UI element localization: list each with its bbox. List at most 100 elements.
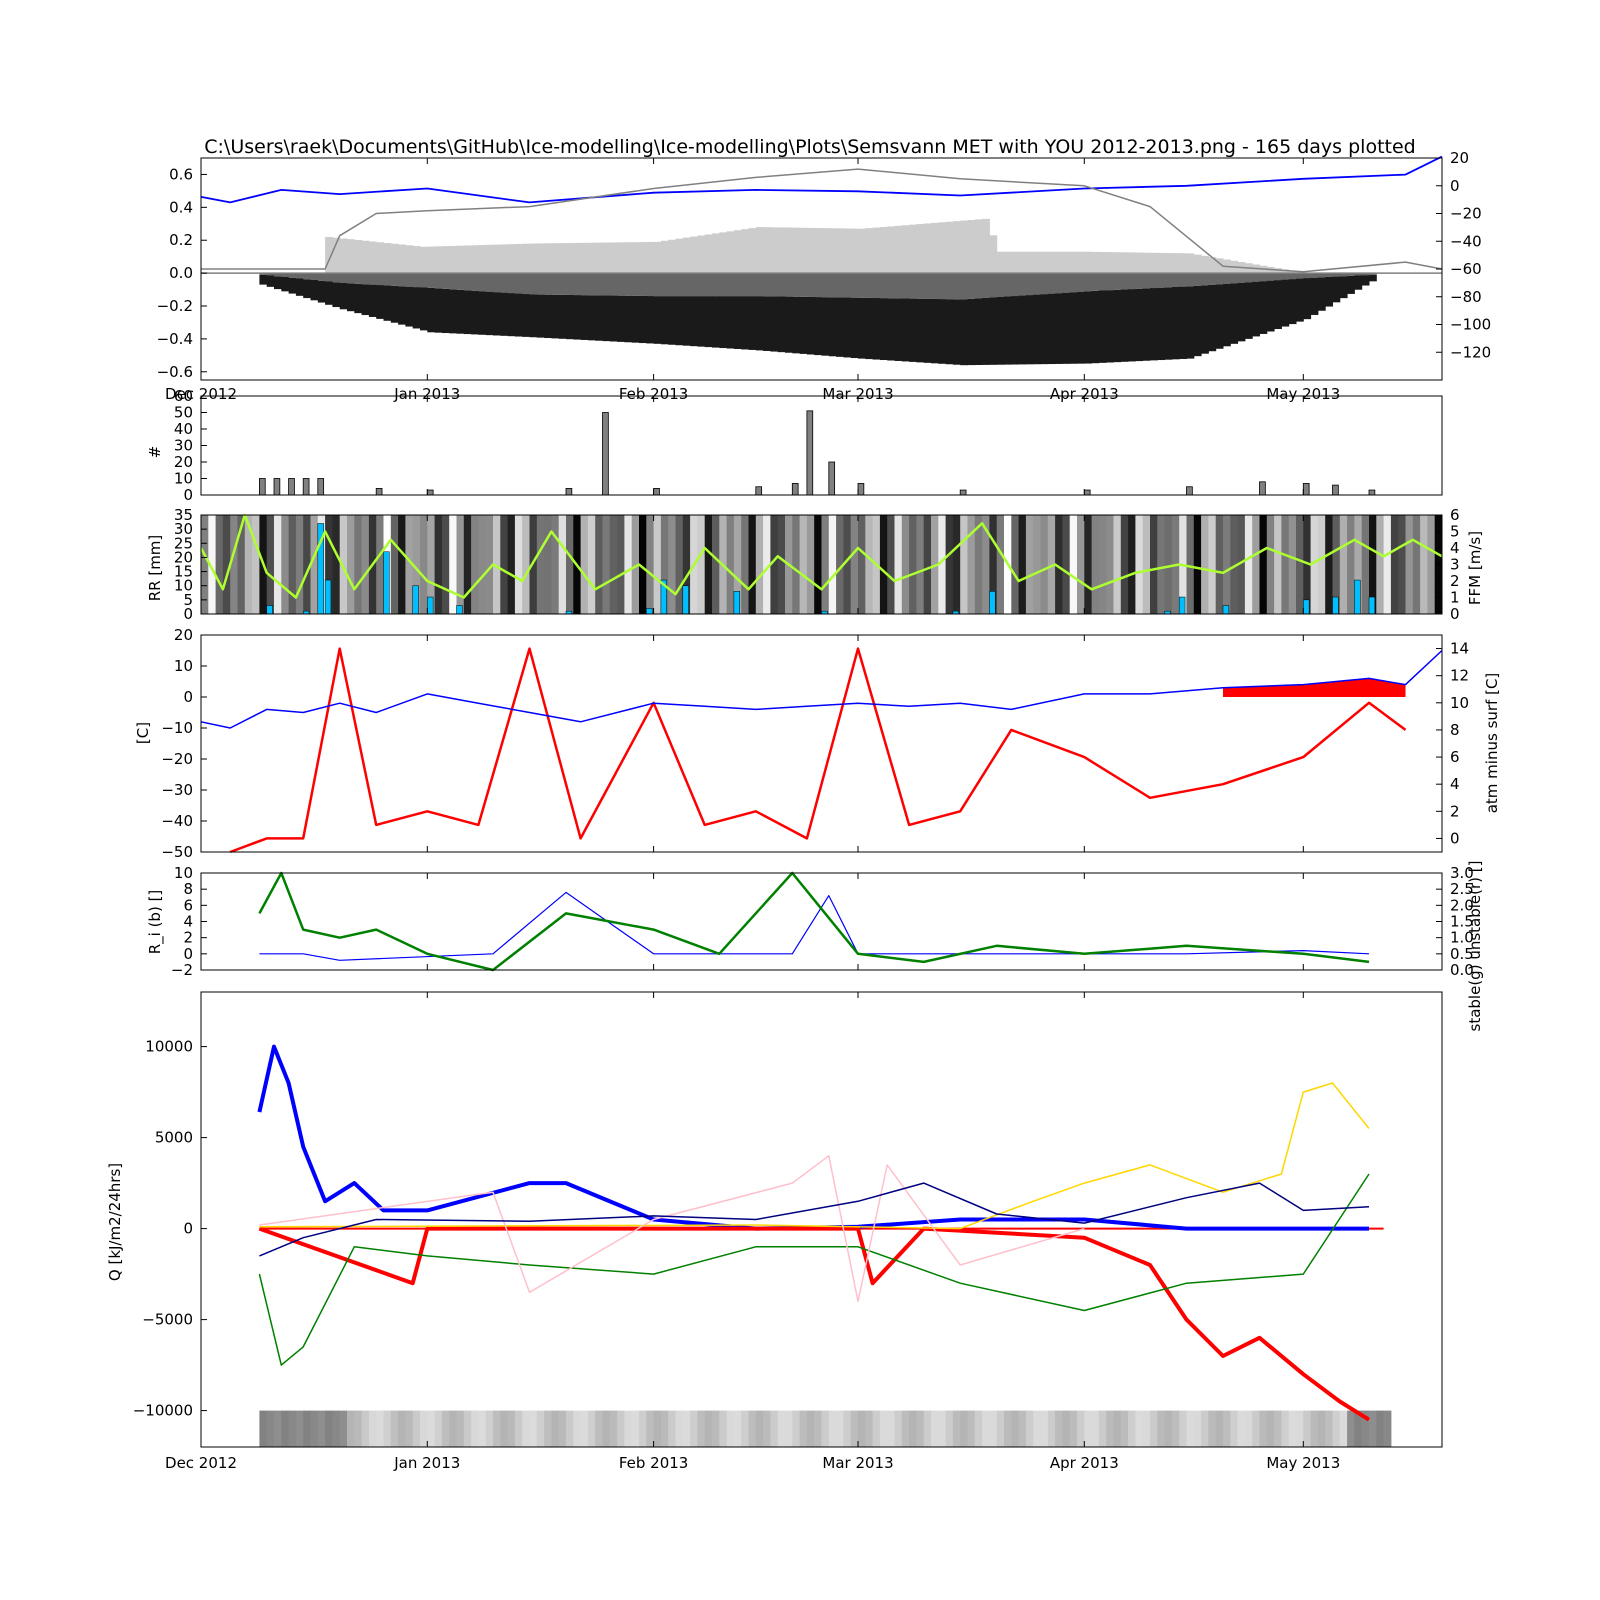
y-tick-label: 4 xyxy=(183,913,193,931)
y-tick-label: 10 xyxy=(174,864,193,882)
ice-type-stripe xyxy=(682,1410,691,1447)
count-bar xyxy=(857,483,865,496)
ice-type-stripe xyxy=(1047,1410,1056,1447)
ice-type-stripe xyxy=(960,1410,968,1447)
cloud-cover-stripe xyxy=(566,515,574,614)
ice-type-stripe xyxy=(376,1410,384,1447)
ice-type-stripe xyxy=(354,1410,363,1447)
black-ice-column xyxy=(1142,288,1151,361)
black-ice-column xyxy=(332,282,341,308)
cloud-cover-stripe xyxy=(551,515,560,614)
slush-ice-column xyxy=(909,273,917,299)
ice-type-stripe xyxy=(1266,1410,1275,1447)
y-tick-label: −80 xyxy=(1450,288,1482,306)
slush-ice-column xyxy=(872,273,881,299)
black-ice-column xyxy=(1325,276,1333,307)
black-ice-column xyxy=(493,292,501,336)
black-ice-column xyxy=(894,298,903,361)
ice-type-stripe xyxy=(887,1410,895,1447)
slush-ice-column xyxy=(960,273,968,300)
ice-type-stripe xyxy=(602,1410,611,1447)
slush-ice-column xyxy=(434,273,443,289)
cloud-cover-stripe xyxy=(763,515,771,614)
ice-type-stripe xyxy=(792,1410,801,1447)
black-ice-column xyxy=(748,296,757,350)
ice-type-stripe xyxy=(821,1410,830,1447)
slush-ice-column xyxy=(1332,273,1341,277)
snow-column xyxy=(763,227,771,274)
slush-ice-column xyxy=(551,273,560,295)
precip-bar xyxy=(1303,599,1310,615)
cloud-cover-stripe xyxy=(945,515,954,614)
slush-ice-column xyxy=(1004,273,1012,297)
cloud-cover-stripe xyxy=(828,515,837,614)
snow-column xyxy=(580,242,589,274)
ice-type-stripe xyxy=(558,1410,567,1447)
snow-column xyxy=(1098,251,1107,274)
ice-type-stripe xyxy=(617,1410,625,1447)
ice-type-stripe xyxy=(1113,1410,1122,1447)
snow-column xyxy=(347,239,355,274)
slush-ice-column xyxy=(1281,273,1290,280)
slush-ice-column xyxy=(1347,273,1355,276)
slush-ice-column xyxy=(259,273,268,275)
cloud-cover-stripe xyxy=(1223,515,1231,614)
precip-bar xyxy=(324,579,332,615)
slush-ice-column xyxy=(806,273,815,297)
snow-column xyxy=(1288,270,1297,274)
precip-bar xyxy=(383,551,390,615)
cloud-cover-stripe xyxy=(310,515,319,614)
y-tick-label: 20 xyxy=(174,626,193,644)
count-bar xyxy=(565,487,573,496)
x-tick-label: May 2013 xyxy=(1266,385,1340,403)
black-ice-column xyxy=(982,297,990,365)
slush-ice-column xyxy=(390,273,399,286)
axis-labels: # RR [mm] FFM [m/s] [C] atm minus surf [… xyxy=(106,446,1501,1281)
snow-column xyxy=(982,218,990,274)
snow-column xyxy=(1077,251,1085,274)
precip-bar xyxy=(412,585,419,615)
snow-column xyxy=(1055,251,1063,274)
black-ice-column xyxy=(463,290,472,335)
snow-column xyxy=(1128,252,1136,274)
snow-column xyxy=(325,236,333,274)
ice-type-stripe xyxy=(500,1410,509,1447)
ice-type-stripe xyxy=(704,1410,713,1447)
black-ice-column xyxy=(865,297,874,360)
slush-ice-column xyxy=(1142,273,1151,289)
snow-column xyxy=(514,243,523,274)
slush-ice-column xyxy=(398,273,406,287)
ice-type-stripe xyxy=(865,1410,874,1447)
slush-ice-column xyxy=(1259,273,1268,282)
ice-type-stripe xyxy=(690,1410,698,1447)
snow-column xyxy=(1084,251,1093,274)
black-ice-column xyxy=(1296,278,1304,322)
slush-ice-column xyxy=(347,273,355,284)
ice-type-stripe xyxy=(741,1410,749,1447)
cloud-cover-stripe xyxy=(1135,515,1144,614)
cloud-cover-stripe xyxy=(1361,515,1370,614)
slush-ice-column xyxy=(1303,273,1312,279)
snow-column xyxy=(361,240,370,274)
cloud-cover-stripe xyxy=(1062,515,1071,614)
y-tick-label: 0 xyxy=(183,605,193,623)
y-tick-label: −10000 xyxy=(133,1402,193,1420)
ice-type-stripe xyxy=(303,1410,311,1447)
ri-ylabel: R_i (b) [] xyxy=(146,890,165,955)
y-tick-label: −20 xyxy=(161,750,193,768)
black-ice-column xyxy=(507,293,516,337)
y-tick-label: 0.6 xyxy=(169,165,193,183)
cloud-cover-stripe xyxy=(836,515,844,614)
black-ice-column xyxy=(785,296,793,353)
snow-column xyxy=(755,227,764,274)
air-temperature-line xyxy=(200,155,1443,204)
y-tick-label: −10 xyxy=(161,719,193,737)
slush-ice-column xyxy=(449,273,457,290)
y-tick-label: −0.4 xyxy=(157,330,193,348)
black-ice-column xyxy=(901,298,910,362)
black-ice-column xyxy=(1310,277,1319,315)
precip-bar xyxy=(1354,579,1361,615)
snow-column xyxy=(682,237,691,274)
slush-ice-column xyxy=(799,273,808,297)
cloud-cover-stripe xyxy=(697,515,706,614)
